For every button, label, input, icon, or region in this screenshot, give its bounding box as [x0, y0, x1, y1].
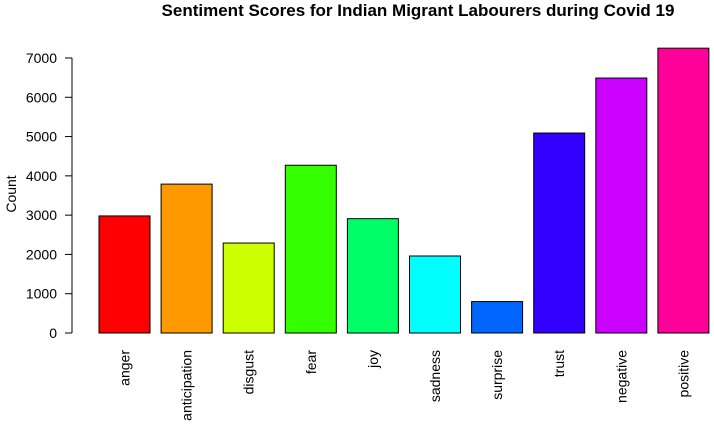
chart-title: Sentiment Scores for Indian Migrant Labo…	[162, 1, 675, 20]
y-tick-label: 0	[49, 325, 57, 341]
category-label-trust: trust	[551, 350, 567, 377]
bar-surprise	[471, 301, 524, 334]
y-tick-label: 2000	[26, 246, 57, 262]
bar-anger	[98, 215, 151, 334]
bars	[98, 47, 710, 334]
bar-fear	[284, 164, 337, 334]
category-label-disgust: disgust	[241, 350, 257, 394]
bar-negative	[595, 77, 648, 334]
category-label-sadness: sadness	[427, 350, 443, 402]
bar-joy	[346, 218, 399, 334]
y-tick-label: 7000	[26, 50, 57, 66]
category-label-fear: fear	[303, 350, 319, 374]
category-labels: anger anticipation disgust fear joy sadness su…	[117, 350, 692, 421]
y-axis: 0 1000 2000 3000 4000 5000 6000 7000	[26, 50, 73, 341]
y-tick-label: 3000	[26, 207, 57, 223]
bar-anticipation	[160, 183, 213, 334]
category-label-surprise: surprise	[489, 350, 505, 400]
y-tick-label: 5000	[26, 129, 57, 145]
category-label-positive: positive	[675, 350, 691, 398]
y-axis-label: Count	[3, 175, 19, 212]
bar-disgust	[222, 242, 275, 334]
category-label-anticipation: anticipation	[179, 350, 195, 421]
category-label-anger: anger	[117, 350, 133, 386]
y-tick-label: 6000	[26, 89, 57, 105]
bar-sadness	[409, 255, 461, 334]
y-tick-label: 1000	[26, 286, 57, 302]
category-label-joy: joy	[365, 350, 381, 369]
category-label-negative: negative	[613, 350, 629, 403]
bar-positive	[657, 47, 710, 334]
y-tick-label: 4000	[26, 168, 57, 184]
bar-trust	[533, 132, 586, 334]
